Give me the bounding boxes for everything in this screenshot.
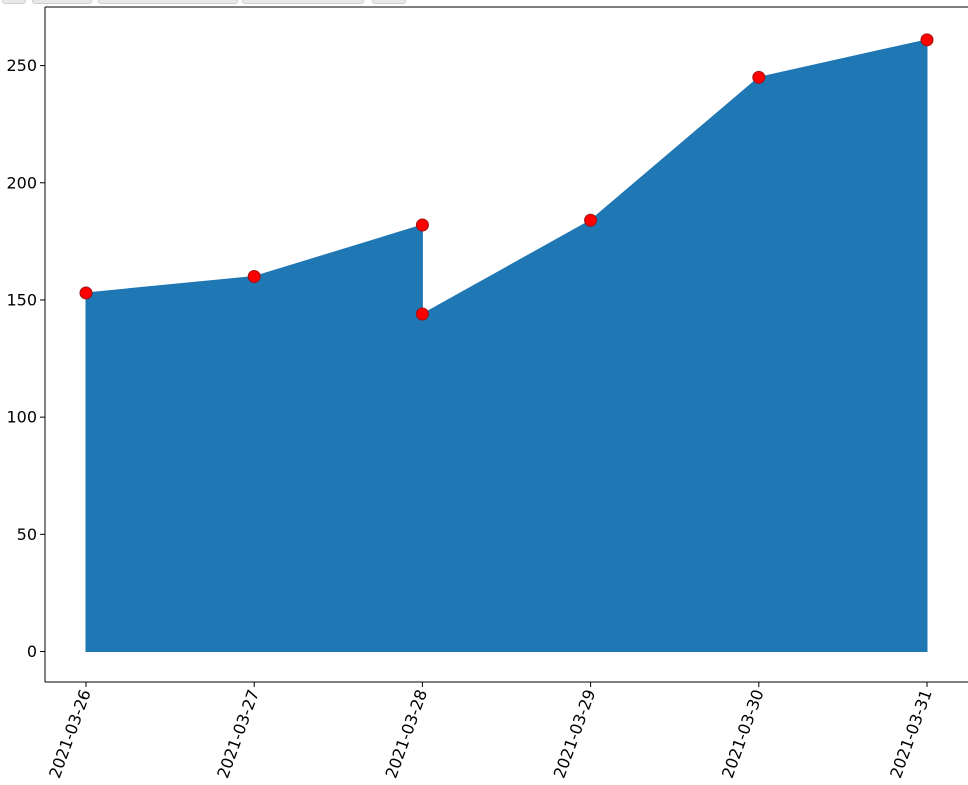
x-ticks: 2021-03-26 2021-03-27 2021-03-28 2021-03-29…: [45, 682, 936, 781]
toolbar-tab-stub[interactable]: [242, 0, 364, 4]
top-toolbar-strip: [0, 0, 968, 6]
data-point-marker: [415, 307, 429, 321]
toolbar-tab-stub[interactable]: [98, 0, 238, 4]
area-fill: [85, 39, 928, 653]
data-point-marker: [79, 286, 93, 300]
x-tick-label: 2021-03-29: [550, 687, 600, 781]
y-tick-label: 200: [6, 173, 37, 192]
y-tick-label: 0: [27, 642, 37, 661]
toolbar-tab-stub[interactable]: [2, 0, 26, 4]
x-tick-label: 2021-03-31: [886, 687, 936, 781]
data-point-marker: [247, 270, 261, 284]
x-tick-label: 2021-03-26: [45, 687, 95, 781]
marker-layer: [79, 33, 934, 321]
x-tick-label: 2021-03-27: [213, 687, 263, 781]
x-tick-label: 2021-03-28: [382, 687, 432, 781]
toolbar-tab-stub[interactable]: [32, 0, 92, 4]
toolbar-tab-stub[interactable]: [372, 0, 406, 4]
y-tick-label: 150: [6, 290, 37, 309]
data-point-marker: [752, 70, 766, 84]
data-point-marker: [584, 213, 598, 227]
y-tick-label: 250: [6, 56, 37, 75]
y-tick-label: 100: [6, 408, 37, 427]
y-ticks: 0 50 100 150 200 250: [6, 56, 45, 661]
y-tick-label: 50: [17, 525, 37, 544]
area-layer: [85, 39, 928, 653]
data-point-marker: [920, 33, 934, 47]
axes-frame: [44, 6, 968, 683]
data-point-marker: [415, 218, 429, 232]
x-tick-label: 2021-03-30: [718, 687, 768, 781]
